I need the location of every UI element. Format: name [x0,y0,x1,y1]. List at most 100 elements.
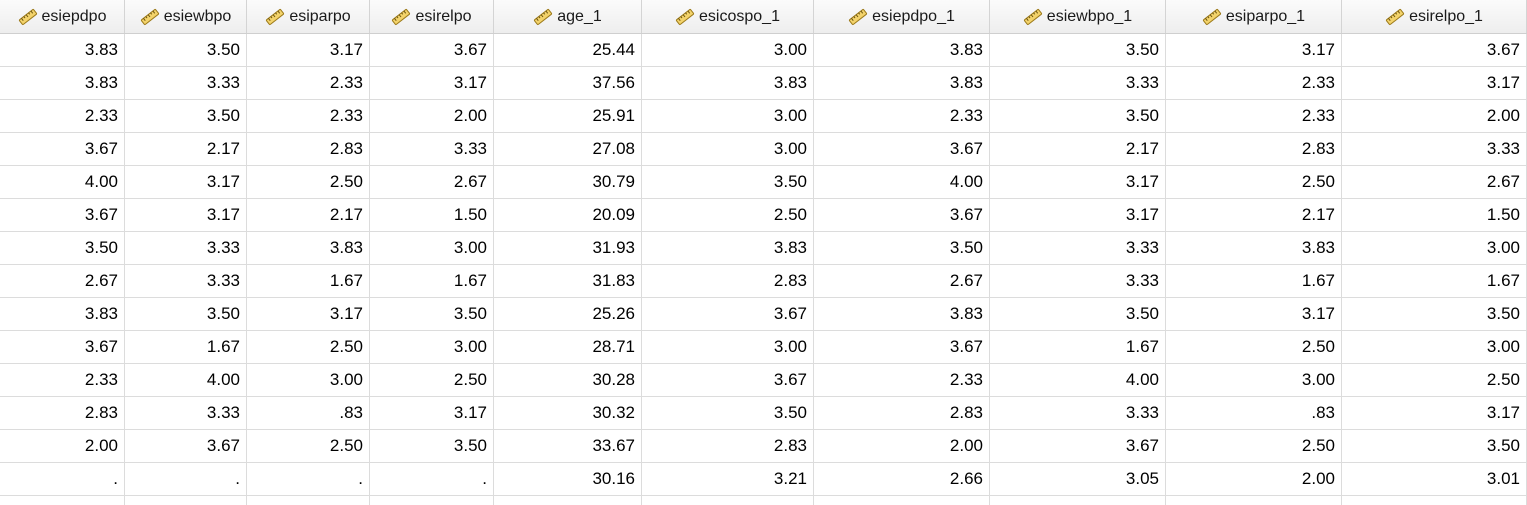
table-cell[interactable]: 1.67 [125,331,247,364]
table-cell[interactable]: 2.83 [642,430,814,463]
table-cell[interactable]: 2.17 [1166,199,1342,232]
column-header[interactable]: esirelpo_1 [1342,0,1527,33]
table-cell[interactable]: 25.44 [494,34,642,67]
table-cell[interactable]: 3.67 [370,34,494,67]
table-cell[interactable]: 2.66 [814,463,990,496]
table-cell[interactable]: 3.83 [814,298,990,331]
table-cell[interactable]: 4.00 [990,364,1166,397]
table-cell[interactable]: 3.67 [814,133,990,166]
table-cell[interactable]: 2.33 [814,100,990,133]
table-cell[interactable]: 3.50 [125,298,247,331]
table-cell[interactable]: 2.33 [814,364,990,397]
table-cell[interactable]: 3.67 [125,430,247,463]
table-cell[interactable]: 3.50 [642,397,814,430]
table-cell[interactable]: .83 [247,397,370,430]
table-cell[interactable]: 3.67 [1342,34,1527,67]
table-cell[interactable]: 2.00 [814,430,990,463]
table-cell[interactable]: 30.28 [494,364,642,397]
table-cell[interactable]: 2.33 [1166,100,1342,133]
table-cell[interactable]: 3.67 [0,331,125,364]
table-cell[interactable]: 31.83 [494,265,642,298]
table-cell[interactable]: 3.67 [990,430,1166,463]
column-header[interactable]: age_1 [494,0,642,33]
table-cell[interactable]: 1.17 [990,496,1166,505]
table-cell[interactable]: 2.83 [1342,496,1527,505]
table-cell[interactable]: 2.33 [0,364,125,397]
table-cell[interactable]: 20.09 [494,199,642,232]
table-cell[interactable]: 3.00 [1166,364,1342,397]
table-cell[interactable]: 3.50 [370,298,494,331]
table-cell[interactable]: 3.50 [125,34,247,67]
column-header[interactable]: esiewbpo_1 [990,0,1166,33]
table-cell[interactable]: 3.01 [1342,463,1527,496]
table-cell[interactable]: 3.00 [642,34,814,67]
column-header[interactable]: esiewbpo [125,0,247,33]
table-cell[interactable]: 30.32 [494,397,642,430]
table-cell[interactable]: 3.67 [0,199,125,232]
table-cell[interactable]: 2.17 [247,199,370,232]
table-cell[interactable]: 3.00 [642,100,814,133]
table-cell[interactable]: 27.08 [494,133,642,166]
table-cell[interactable]: 2.67 [370,166,494,199]
table-cell[interactable]: 3.17 [125,199,247,232]
table-cell[interactable]: 3.33 [814,496,990,505]
table-cell[interactable]: . [0,463,125,496]
table-cell[interactable]: 3.00 [642,133,814,166]
table-cell[interactable]: 3.67 [642,364,814,397]
table-cell[interactable]: 30.16 [494,463,642,496]
table-cell[interactable]: 2.50 [370,364,494,397]
table-cell[interactable]: 3.33 [990,67,1166,100]
table-cell[interactable]: 1.50 [370,199,494,232]
table-cell[interactable]: 3.83 [1166,232,1342,265]
table-cell[interactable]: 2.00 [1342,100,1527,133]
table-cell[interactable]: 3.00 [1342,232,1527,265]
table-cell[interactable]: 1.67 [1342,265,1527,298]
table-cell[interactable]: 3.33 [1342,133,1527,166]
table-cell[interactable]: 2.33 [0,100,125,133]
table-cell[interactable]: 3.50 [1342,430,1527,463]
table-cell[interactable]: 2.17 [990,133,1166,166]
table-cell[interactable]: 3.83 [642,232,814,265]
table-cell[interactable]: 37.56 [494,67,642,100]
table-cell[interactable]: 2.67 [1342,166,1527,199]
table-cell[interactable]: 3.83 [247,232,370,265]
table-cell[interactable]: 2.00 [1166,463,1342,496]
table-cell[interactable]: 2.83 [370,496,494,505]
table-cell[interactable]: 3.67 [642,298,814,331]
table-cell[interactable]: 1.67 [1166,265,1342,298]
table-cell[interactable]: 28.71 [494,331,642,364]
table-cell[interactable]: 3.67 [814,331,990,364]
table-cell[interactable]: 2.50 [1166,331,1342,364]
table-cell[interactable]: . [370,463,494,496]
table-cell[interactable]: 25.26 [494,298,642,331]
table-cell[interactable]: . [125,463,247,496]
table-cell[interactable]: . [247,463,370,496]
table-cell[interactable]: 3.17 [1342,67,1527,100]
table-cell[interactable]: 3.21 [642,463,814,496]
table-cell[interactable]: 3.00 [247,364,370,397]
column-header[interactable]: esiparpo [247,0,370,33]
table-cell[interactable]: 31.93 [494,232,642,265]
table-cell[interactable]: 3.17 [990,199,1166,232]
table-cell[interactable]: 3.00 [1342,331,1527,364]
table-cell[interactable]: 4.00 [125,364,247,397]
table-cell[interactable]: 3.33 [990,265,1166,298]
table-cell[interactable]: 3.50 [642,166,814,199]
table-cell[interactable]: 2.50 [1166,166,1342,199]
table-cell[interactable]: 3.05 [990,463,1166,496]
table-cell[interactable]: 3.33 [370,133,494,166]
table-cell[interactable]: 3.17 [1166,298,1342,331]
table-cell[interactable]: 30.79 [494,166,642,199]
table-cell[interactable]: 3.33 [125,232,247,265]
table-cell[interactable]: 3.83 [814,34,990,67]
table-cell[interactable]: 3.17 [370,67,494,100]
table-cell[interactable]: 2.67 [814,265,990,298]
table-cell[interactable]: 3.50 [990,298,1166,331]
table-cell[interactable]: 2.83 [1166,133,1342,166]
table-cell[interactable]: 1.67 [247,265,370,298]
table-cell[interactable]: 2.00 [0,430,125,463]
table-cell[interactable]: 3.50 [990,34,1166,67]
table-cell[interactable]: 1.67 [990,331,1166,364]
table-cell[interactable]: 2.33 [1166,67,1342,100]
table-cell[interactable]: 2.83 [814,397,990,430]
